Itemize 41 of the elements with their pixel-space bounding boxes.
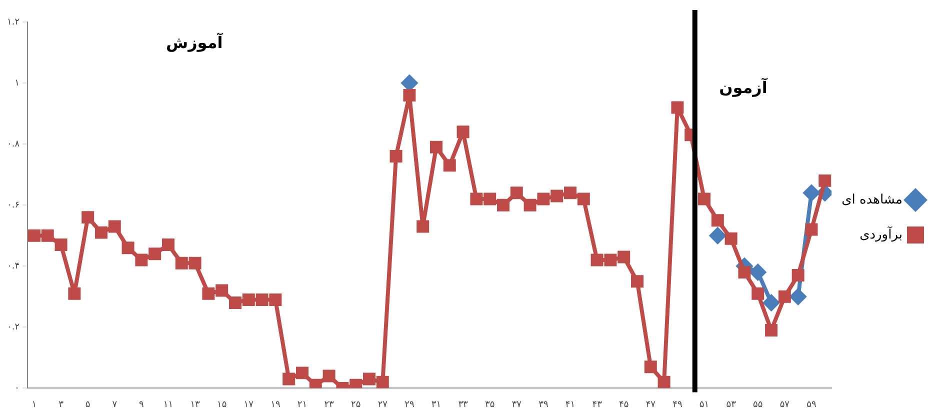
y-tick-label: ۰.۲ <box>7 322 20 333</box>
x-tick-label: ۱۳ <box>190 400 200 410</box>
x-tick-label: ۱۹ <box>270 400 280 410</box>
x-tick-label: ۴۳ <box>592 400 602 410</box>
x-tick-label: ۳۱ <box>431 400 442 410</box>
x-tick-label: ۳۳ <box>458 400 468 410</box>
x-tick-label: ۵۷ <box>780 400 790 410</box>
legend-label: مشاهده ای <box>842 192 902 208</box>
x-tick-label: ۲۵ <box>351 400 361 410</box>
y-tick-label: ۰.۸ <box>7 139 20 150</box>
x-tick-label: ۴۱ <box>565 400 576 410</box>
x-tick-label: ۱ <box>32 400 37 410</box>
x-tick-label: ۴۹ <box>672 400 682 410</box>
legend-label: برآوردی <box>860 225 902 242</box>
y-tick-label: ۱.۲ <box>7 17 20 28</box>
x-tick-label: ۲۹ <box>404 400 414 410</box>
x-tick-label: ۵ <box>85 400 90 410</box>
x-tick-label: ۵۹ <box>806 400 816 410</box>
x-tick-label: ۲۷ <box>378 400 388 410</box>
x-tick-label: ۵۵ <box>753 400 763 410</box>
x-tick-label: ۱۱ <box>163 400 174 410</box>
x-tick-label: ۲۳ <box>324 400 334 410</box>
x-tick-label: ۳۵ <box>485 400 495 410</box>
y-tick-label: ۰.۶ <box>7 200 20 210</box>
y-tick-label: ۰.۴ <box>7 261 20 272</box>
x-tick-label: ۳۹ <box>538 400 548 410</box>
x-tick-label: ۲۱ <box>297 400 308 410</box>
x-tick-label: ۵۳ <box>726 400 736 410</box>
y-tick-label: ۰ <box>14 384 20 394</box>
annotation: آموزش <box>166 32 224 52</box>
x-tick-label: ۱۷ <box>244 400 254 410</box>
x-tick-label: ۵۱ <box>699 400 710 410</box>
x-tick-label: ۴۷ <box>646 400 656 410</box>
x-tick-label: ۴۵ <box>619 400 629 410</box>
x-tick-label: ۳ <box>58 400 64 410</box>
x-tick-label: ۳۷ <box>512 400 522 410</box>
x-tick-label: ۱۵ <box>217 400 227 410</box>
x-tick-label: ۷ <box>112 400 118 410</box>
y-tick-label: ۱ <box>14 78 20 88</box>
annotation: آزمون <box>719 77 768 98</box>
x-tick-label: ۹ <box>139 400 144 410</box>
